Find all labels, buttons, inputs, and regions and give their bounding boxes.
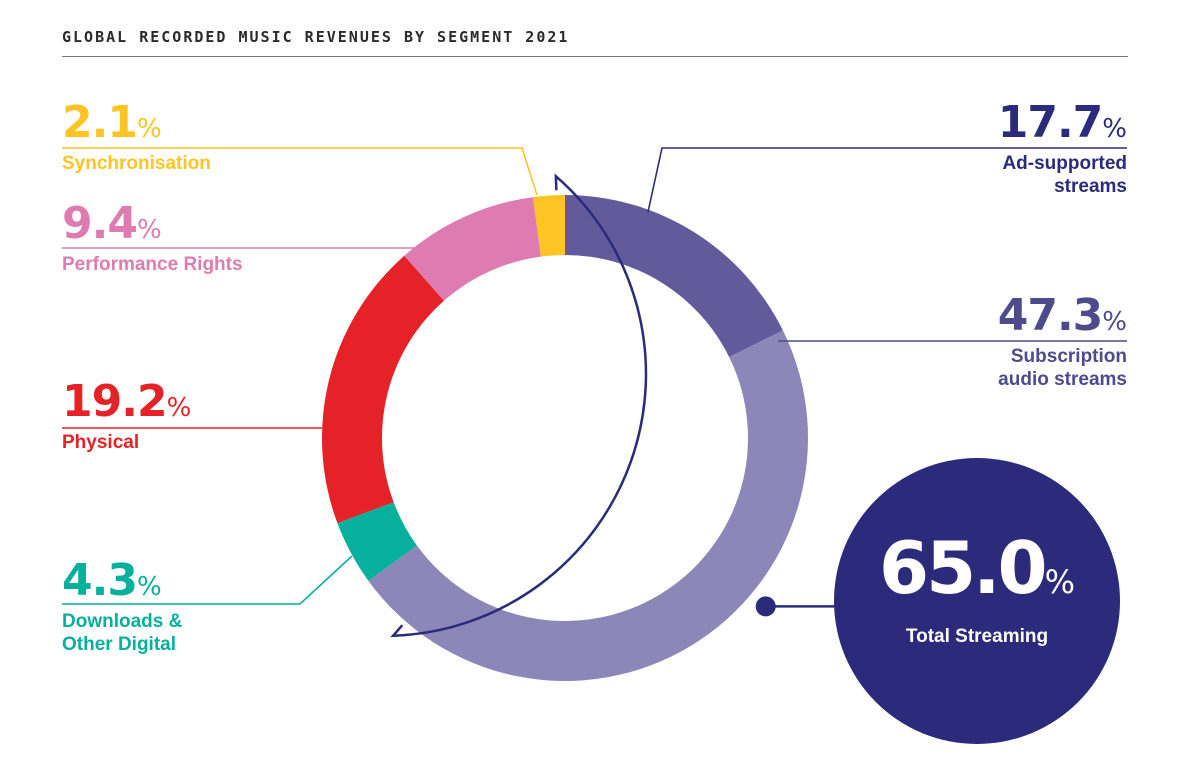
- sub-name-line2: audio streams: [998, 369, 1127, 390]
- label-ad: 17.7% Ad-supported streams: [998, 100, 1127, 198]
- ad-name-line2: streams: [1054, 176, 1127, 197]
- ad-percent-sign: %: [1102, 114, 1127, 144]
- leader-line-3: [62, 555, 353, 605]
- leader-line-0: [62, 147, 538, 196]
- sub-value: 47.3%: [998, 293, 1127, 345]
- dl-name-line1: Downloads &: [62, 611, 183, 632]
- sync-name: Synchronisation: [62, 153, 211, 174]
- phys-percent-sign: %: [166, 393, 192, 423]
- sync-value-number: 2.1: [62, 97, 138, 148]
- donut-slice-3: [322, 255, 444, 524]
- title-divider: [62, 56, 1128, 57]
- leader-line-4: [647, 147, 1127, 213]
- phys-value: 19.2%: [62, 379, 191, 431]
- total-streaming-badge: 65.0% Total Streaming: [834, 458, 1120, 744]
- label-dl: 4.3% Downloads & Other Digital: [62, 558, 182, 656]
- perf-percent-sign: %: [136, 215, 162, 245]
- perf-value: 9.4%: [62, 201, 243, 253]
- donut-slice-1: [368, 330, 808, 681]
- total-streaming-number: 65.0: [878, 526, 1048, 610]
- donut-slice-2: [337, 502, 417, 581]
- sub-name-line1: Subscription: [1010, 346, 1127, 367]
- total-percent-sign: %: [1044, 563, 1076, 601]
- phys-value-number: 19.2: [62, 376, 168, 427]
- phys-name: Physical: [62, 432, 140, 453]
- donut-slice-0: [565, 195, 783, 357]
- streaming-bracket: [390, 173, 648, 638]
- ad-value-number: 17.7: [997, 97, 1104, 148]
- sync-value: 2.1%: [62, 100, 211, 152]
- sub-percent-sign: %: [1102, 307, 1127, 337]
- total-streaming-label: Total Streaming: [905, 626, 1049, 647]
- label-phys: 19.2% Physical: [62, 379, 191, 454]
- label-perf: 9.4% Performance Rights: [62, 201, 243, 276]
- dl-name-line2: Other Digital: [62, 634, 177, 655]
- dl-value-number: 4.3: [62, 555, 138, 606]
- donut-slice-5: [533, 195, 565, 257]
- donut-slices: [322, 195, 808, 681]
- perf-name: Performance Rights: [62, 254, 243, 275]
- ad-name-line1: Ad-supported: [1002, 153, 1127, 174]
- streaming-bracket-dot: [755, 596, 776, 617]
- sync-percent-sign: %: [136, 114, 162, 144]
- leader-lines: [62, 147, 1127, 605]
- perf-value-number: 9.4: [62, 198, 138, 249]
- label-sub: 47.3% Subscription audio streams: [998, 293, 1127, 391]
- chart-title: GLOBAL RECORDED MUSIC REVENUES BY SEGMEN…: [62, 28, 570, 46]
- sub-value-number: 47.3: [997, 290, 1104, 341]
- donut-slice-4: [404, 197, 541, 301]
- dl-percent-sign: %: [136, 572, 162, 602]
- ad-value: 17.7%: [998, 100, 1127, 152]
- dl-value: 4.3%: [62, 558, 182, 610]
- total-streaming-value: 65.0%: [834, 528, 1120, 622]
- label-sync: 2.1% Synchronisation: [62, 100, 211, 175]
